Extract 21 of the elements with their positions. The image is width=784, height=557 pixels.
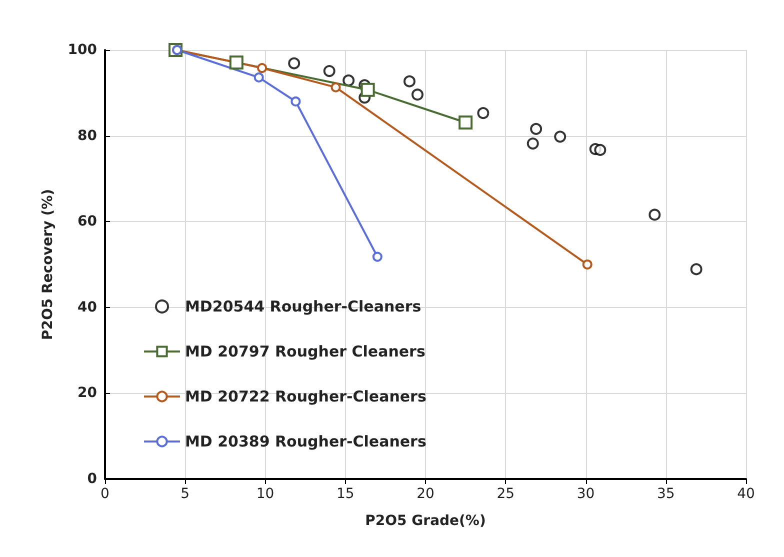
x-tick-label: 20	[416, 486, 434, 502]
legend-label: MD 20797 Rougher Cleaners	[185, 342, 426, 360]
legend-label: MD20544 Rougher-Cleaners	[185, 298, 422, 316]
y-tick-label: 40	[78, 299, 98, 316]
x-axis-title: P2O5 Grade(%)	[365, 513, 486, 529]
y-axis-title: P2O5 Recovery (%)	[40, 188, 56, 340]
legend-label: MD 20722 Rougher-Cleaners	[185, 388, 426, 406]
y-tick-label: 80	[78, 128, 98, 144]
y-tick-label: 20	[78, 385, 98, 402]
legend-label: MD 20389 Rougher-Cleaners	[185, 432, 426, 450]
x-tick-label: 10	[256, 486, 274, 502]
x-tick-label: 5	[180, 486, 190, 502]
x-tick-label: 35	[656, 486, 675, 502]
x-tick-label: 15	[336, 486, 354, 502]
x-tick-label: 30	[576, 486, 595, 502]
y-tick-label: 0	[87, 471, 98, 487]
x-tick-label: 25	[496, 486, 515, 502]
x-tick-label: 40	[737, 486, 755, 502]
x-tick-label: 0	[100, 486, 110, 502]
y-tick-label: 60	[78, 214, 98, 230]
y-tick-label: 100	[68, 42, 98, 58]
